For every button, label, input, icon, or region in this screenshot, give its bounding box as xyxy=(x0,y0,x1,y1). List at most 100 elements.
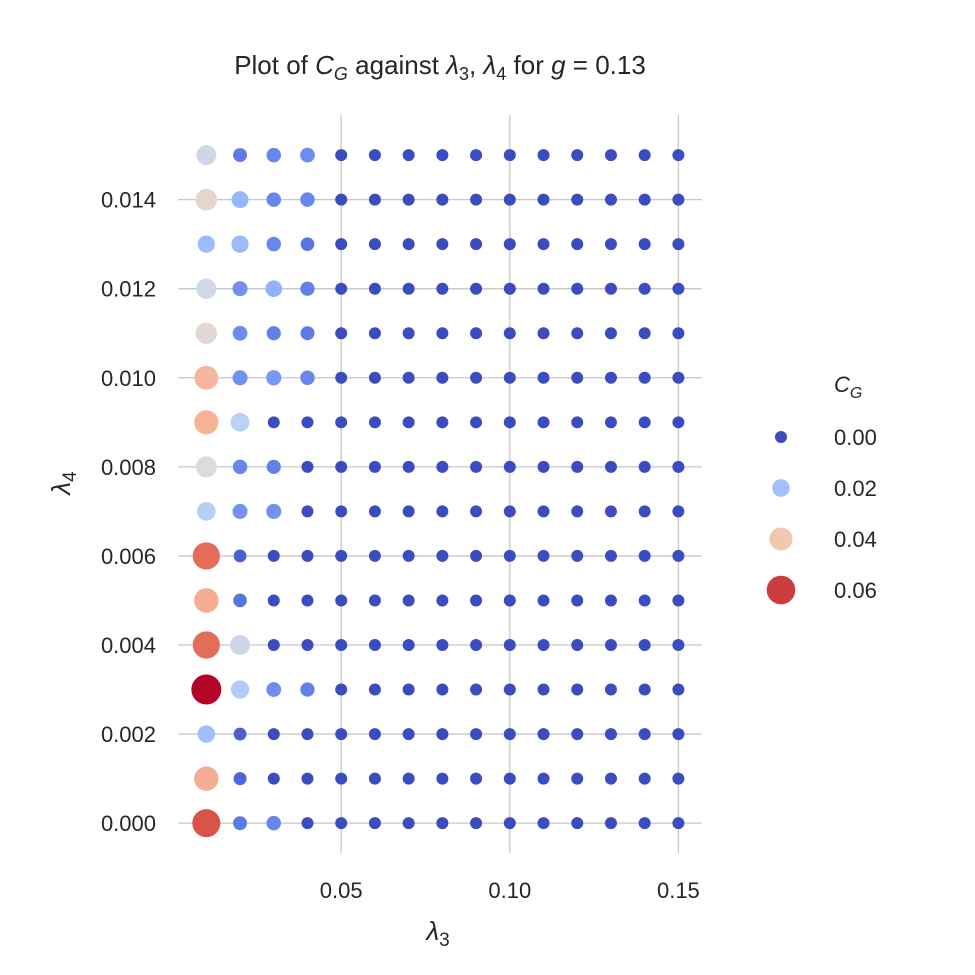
data-point xyxy=(537,772,550,785)
legend-entry-label: 0.04 xyxy=(834,527,877,552)
data-point xyxy=(672,549,685,562)
data-point xyxy=(571,282,584,295)
data-point xyxy=(301,772,314,785)
legend-marker xyxy=(769,527,793,551)
data-point xyxy=(638,193,651,206)
data-point xyxy=(368,594,381,607)
data-point xyxy=(604,193,617,206)
legend-marker xyxy=(766,575,796,605)
data-point xyxy=(402,282,415,295)
data-point xyxy=(192,631,220,659)
data-point xyxy=(265,280,283,298)
data-point xyxy=(368,683,381,696)
data-point xyxy=(402,416,415,429)
data-point xyxy=(638,683,651,696)
legend-title: CG xyxy=(834,372,862,402)
data-point xyxy=(267,594,280,607)
data-point xyxy=(192,809,221,838)
data-point xyxy=(266,147,282,163)
data-point xyxy=(266,326,281,341)
x-axis-label: λ3 xyxy=(424,916,449,951)
data-point xyxy=(300,326,315,341)
data-point xyxy=(194,766,219,791)
data-point xyxy=(470,549,483,562)
y-tick-label: 0.000 xyxy=(101,811,156,836)
data-point xyxy=(537,193,550,206)
data-point xyxy=(232,459,248,475)
data-point xyxy=(571,594,584,607)
data-point xyxy=(537,327,550,340)
data-point xyxy=(604,282,617,295)
data-point xyxy=(402,460,415,473)
data-point xyxy=(638,772,651,785)
data-point xyxy=(571,238,584,251)
data-point xyxy=(672,193,685,206)
data-point xyxy=(571,327,584,340)
data-point xyxy=(571,505,584,518)
data-point xyxy=(301,416,314,429)
data-point xyxy=(470,460,483,473)
data-point xyxy=(436,639,449,652)
data-point xyxy=(402,817,415,830)
data-point xyxy=(267,549,280,562)
data-point xyxy=(503,149,516,162)
data-point xyxy=(503,594,516,607)
data-point xyxy=(571,817,584,830)
data-point xyxy=(232,325,248,341)
data-point xyxy=(300,370,315,386)
legend-marker xyxy=(772,479,790,497)
data-point xyxy=(266,236,282,252)
data-point xyxy=(300,192,315,207)
data-point xyxy=(335,639,348,652)
data-point xyxy=(335,594,348,607)
data-point xyxy=(266,459,281,474)
data-point xyxy=(436,817,449,830)
data-point xyxy=(232,503,248,519)
data-point xyxy=(537,594,550,607)
data-point xyxy=(436,772,449,785)
data-point xyxy=(301,728,314,741)
data-point xyxy=(436,683,449,696)
data-point xyxy=(571,149,584,162)
data-point xyxy=(672,371,685,384)
data-point xyxy=(672,683,685,696)
data-point xyxy=(470,282,483,295)
data-point xyxy=(368,282,381,295)
data-point xyxy=(436,193,449,206)
data-point xyxy=(470,817,483,830)
data-point xyxy=(230,680,250,699)
data-point xyxy=(368,238,381,251)
data-point xyxy=(571,639,584,652)
data-point xyxy=(638,282,651,295)
data-point xyxy=(402,238,415,251)
data-point xyxy=(638,416,651,429)
data-point xyxy=(335,149,348,162)
data-point xyxy=(571,728,584,741)
data-point xyxy=(604,817,617,830)
data-point xyxy=(194,588,219,613)
data-point xyxy=(470,371,483,384)
data-point xyxy=(335,327,348,340)
data-point xyxy=(470,683,483,696)
legend: CG 0.00 0.02 0.04 0.06 xyxy=(766,372,877,605)
data-point xyxy=(300,147,315,163)
data-point xyxy=(503,193,516,206)
data-point xyxy=(436,238,449,251)
data-point xyxy=(604,238,617,251)
data-point xyxy=(196,278,217,299)
data-point xyxy=(335,238,348,251)
data-point xyxy=(604,728,617,741)
data-point xyxy=(335,193,348,206)
data-point xyxy=(368,149,381,162)
data-point xyxy=(436,327,449,340)
data-point xyxy=(503,416,516,429)
data-point xyxy=(537,639,550,652)
data-point xyxy=(672,238,685,251)
data-point xyxy=(672,416,685,429)
gridlines xyxy=(178,115,702,853)
data-point xyxy=(335,371,348,384)
data-point xyxy=(233,772,247,786)
data-point xyxy=(638,149,651,162)
data-point xyxy=(537,817,550,830)
data-point xyxy=(537,728,550,741)
